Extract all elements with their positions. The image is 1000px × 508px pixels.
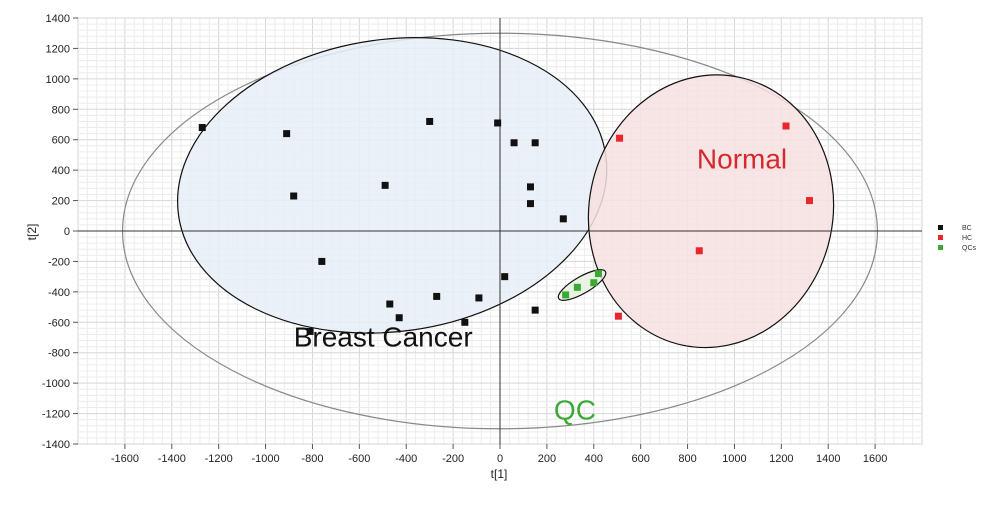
legend: BC HC QCs [938, 225, 977, 252]
point-bc [318, 257, 326, 265]
point-hc [695, 247, 703, 255]
x-tick-label: -600 [348, 453, 370, 465]
y-tick-label: 800 [52, 104, 70, 116]
point-bc [283, 130, 291, 138]
y-tick-label: -1400 [42, 439, 70, 451]
x-tick-label: -1600 [111, 453, 139, 465]
point-bc [306, 327, 314, 335]
point-qcs [562, 291, 570, 299]
x-tick-label: -1400 [158, 453, 186, 465]
point-bc [531, 306, 539, 314]
point-bc [198, 124, 206, 132]
y-tick-label: 1200 [46, 43, 70, 55]
point-bc [426, 117, 434, 125]
tick-labels: -1600 -1400 -1200 -1000 -800 -600 -400 -200 0 200… [42, 13, 887, 465]
point-bc [386, 300, 394, 308]
x-tick-label: 200 [538, 453, 556, 465]
x-tick-label: 800 [678, 453, 696, 465]
point-qcs [573, 283, 581, 291]
point-bc [526, 200, 534, 208]
x-axis-label: t[1] [491, 467, 508, 481]
x-tick-label: 1200 [769, 453, 793, 465]
point-bc [526, 183, 534, 191]
point-bc [494, 119, 502, 127]
legend-label-qcs: QCs [962, 245, 977, 252]
y-tick-label: -600 [48, 317, 70, 329]
point-bc [395, 314, 403, 322]
x-tick-label: 600 [631, 453, 649, 465]
axes [73, 17, 922, 449]
legend-swatch-qcs [938, 245, 943, 250]
point-bc [290, 192, 298, 200]
group-ellipses [121, 32, 879, 430]
point-bc [559, 215, 567, 223]
legend-label-hc: HC [962, 235, 972, 242]
ellipse-normal [587, 74, 835, 349]
x-tick-label: 0 [497, 453, 503, 465]
y-tick-label: -1000 [42, 378, 70, 390]
point-hc [805, 197, 813, 205]
point-bc [510, 139, 518, 147]
point-qcs [590, 279, 598, 287]
x-tick-label: -400 [395, 453, 417, 465]
ellipse-qc [557, 269, 607, 301]
point-hc [782, 122, 790, 130]
point-bc [531, 139, 539, 147]
x-tick-label: -1000 [251, 453, 279, 465]
x-tick-label: 400 [585, 453, 603, 465]
x-tick-label: -200 [442, 453, 464, 465]
legend-label-bc: BC [962, 225, 972, 232]
x-tick-label: 1600 [863, 453, 887, 465]
data-points [198, 117, 813, 335]
point-bc [475, 294, 483, 302]
annotation-breast-cancer: Breast Cancer [294, 322, 473, 353]
y-tick-label: 0 [64, 226, 70, 238]
y-tick-label: -1200 [42, 409, 70, 421]
annotation-qc: QC [554, 395, 596, 426]
point-bc [461, 318, 469, 326]
y-tick-label: 1000 [46, 74, 70, 86]
point-qcs [594, 270, 602, 278]
x-tick-label: 1400 [816, 453, 840, 465]
point-bc [381, 181, 389, 189]
y-axis-label: t[2] [25, 224, 39, 241]
legend-swatch-bc [938, 225, 943, 230]
legend-swatch-hc [938, 235, 943, 240]
y-tick-label: 200 [52, 196, 70, 208]
x-tick-label: -800 [301, 453, 323, 465]
y-tick-label: 600 [52, 135, 70, 147]
y-tick-label: 400 [52, 165, 70, 177]
annotation-normal: Normal [697, 144, 787, 175]
y-tick-label: -800 [48, 348, 70, 360]
x-tick-label: -1200 [205, 453, 233, 465]
y-tick-label: -200 [48, 256, 70, 268]
x-tick-label: 1000 [722, 453, 746, 465]
point-bc [433, 292, 441, 300]
point-hc [614, 312, 622, 320]
annotations: Breast Cancer Normal QC [294, 144, 787, 426]
point-hc [616, 134, 624, 142]
y-tick-label: 1400 [46, 13, 70, 25]
y-tick-label: -400 [48, 287, 70, 299]
point-bc [501, 273, 509, 281]
